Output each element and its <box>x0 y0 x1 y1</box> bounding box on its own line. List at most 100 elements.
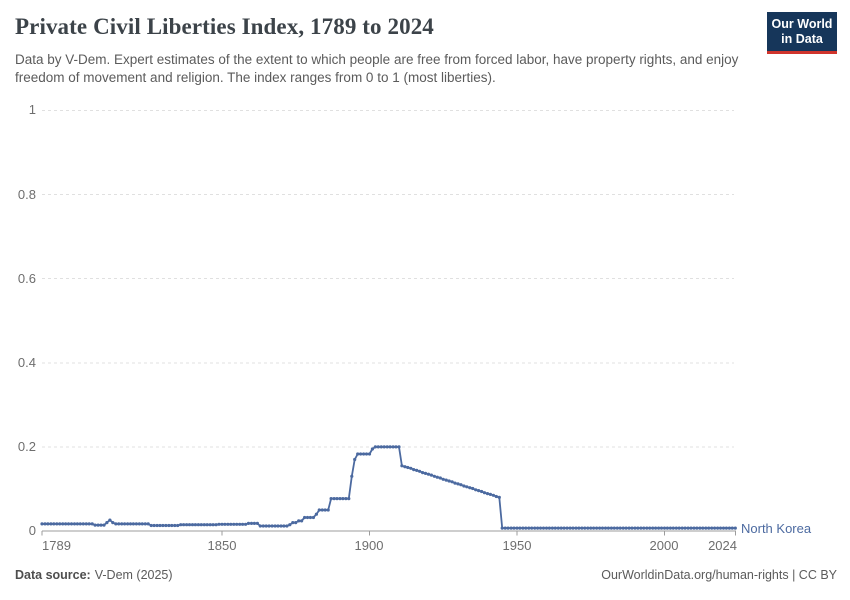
data-point[interactable] <box>394 445 398 449</box>
data-point[interactable] <box>279 524 283 528</box>
data-point[interactable] <box>541 526 546 530</box>
data-point[interactable] <box>87 522 91 526</box>
data-point[interactable] <box>264 524 268 528</box>
data-point[interactable] <box>338 497 342 501</box>
data-point[interactable] <box>592 526 596 530</box>
data-point[interactable] <box>66 522 71 526</box>
data-point[interactable] <box>491 493 495 497</box>
data-point[interactable] <box>146 522 150 526</box>
data-point[interactable] <box>176 523 180 528</box>
data-point[interactable] <box>630 526 634 530</box>
data-point[interactable] <box>713 526 717 530</box>
data-point[interactable] <box>698 526 702 530</box>
data-point[interactable] <box>182 523 186 527</box>
data-point[interactable] <box>559 526 563 530</box>
data-point[interactable] <box>518 526 522 530</box>
data-point[interactable] <box>598 526 602 530</box>
data-point[interactable] <box>167 523 171 528</box>
data-point[interactable] <box>692 526 696 530</box>
data-point[interactable] <box>426 472 431 476</box>
data-point[interactable] <box>639 526 643 530</box>
data-point[interactable] <box>621 526 625 530</box>
data-point[interactable] <box>288 523 292 527</box>
data-point[interactable] <box>409 466 413 470</box>
owid-logo[interactable]: Our World in Data <box>767 12 837 54</box>
data-point[interactable] <box>686 526 690 530</box>
data-point[interactable] <box>291 521 295 525</box>
data-point[interactable] <box>353 457 357 462</box>
data-point[interactable] <box>480 489 484 494</box>
data-point[interactable] <box>258 524 262 528</box>
data-point[interactable] <box>556 526 560 530</box>
data-point[interactable] <box>500 526 504 530</box>
data-point[interactable] <box>677 526 681 530</box>
data-point[interactable] <box>108 518 112 522</box>
data-point[interactable] <box>282 524 286 528</box>
data-point[interactable] <box>385 445 389 449</box>
data-point[interactable] <box>583 526 587 530</box>
data-point[interactable] <box>704 526 708 530</box>
data-point[interactable] <box>724 526 729 530</box>
data-point[interactable] <box>223 522 227 526</box>
data-point[interactable] <box>488 492 492 496</box>
data-point[interactable] <box>603 526 608 530</box>
data-point[interactable] <box>707 526 711 530</box>
data-point[interactable] <box>267 524 271 528</box>
data-point[interactable] <box>190 523 195 527</box>
data-point[interactable] <box>521 526 525 530</box>
data-point[interactable] <box>297 519 301 523</box>
data-point[interactable] <box>689 526 693 530</box>
data-point[interactable] <box>618 526 622 530</box>
data-point[interactable] <box>359 452 363 456</box>
data-point[interactable] <box>606 526 611 530</box>
data-point[interactable] <box>308 515 312 520</box>
data-point[interactable] <box>347 497 351 501</box>
data-point[interactable] <box>530 526 534 530</box>
data-point[interactable] <box>683 526 687 530</box>
data-point[interactable] <box>46 522 50 526</box>
data-point[interactable] <box>120 522 124 526</box>
data-point[interactable] <box>651 526 655 530</box>
data-point[interactable] <box>332 497 336 501</box>
data-point[interactable] <box>415 468 419 472</box>
data-point[interactable] <box>320 508 324 512</box>
data-point[interactable] <box>241 522 245 526</box>
data-point[interactable] <box>105 521 109 525</box>
data-point[interactable] <box>72 522 77 526</box>
data-point[interactable] <box>721 526 726 530</box>
data-point[interactable] <box>645 526 649 530</box>
data-point[interactable] <box>261 524 265 528</box>
data-point[interactable] <box>432 474 436 478</box>
data-point[interactable] <box>285 524 289 528</box>
data-point[interactable] <box>305 515 310 520</box>
data-point[interactable] <box>244 522 248 526</box>
data-point[interactable] <box>668 526 673 530</box>
data-point[interactable] <box>568 526 572 530</box>
data-point[interactable] <box>503 526 507 530</box>
data-point[interactable] <box>497 495 501 499</box>
data-point[interactable] <box>155 523 159 528</box>
data-point[interactable] <box>453 481 457 485</box>
data-point[interactable] <box>571 526 575 530</box>
data-point[interactable] <box>494 494 498 499</box>
data-point[interactable] <box>447 479 451 483</box>
data-point[interactable] <box>164 523 168 528</box>
data-point[interactable] <box>577 526 581 530</box>
data-point[interactable] <box>49 522 53 526</box>
data-point[interactable] <box>193 523 197 527</box>
data-point[interactable] <box>403 465 407 469</box>
data-point[interactable] <box>294 521 298 525</box>
data-point[interactable] <box>270 524 274 528</box>
data-point[interactable] <box>211 523 215 527</box>
data-point[interactable] <box>423 471 428 475</box>
data-point[interactable] <box>158 523 162 528</box>
data-point[interactable] <box>438 476 442 480</box>
data-point[interactable] <box>137 522 141 526</box>
data-point[interactable] <box>344 497 348 501</box>
data-point[interactable] <box>161 523 165 528</box>
data-point[interactable] <box>303 515 307 520</box>
data-point[interactable] <box>397 445 401 449</box>
data-point[interactable] <box>680 526 684 530</box>
data-point[interactable] <box>533 526 537 530</box>
data-point[interactable] <box>75 522 79 526</box>
